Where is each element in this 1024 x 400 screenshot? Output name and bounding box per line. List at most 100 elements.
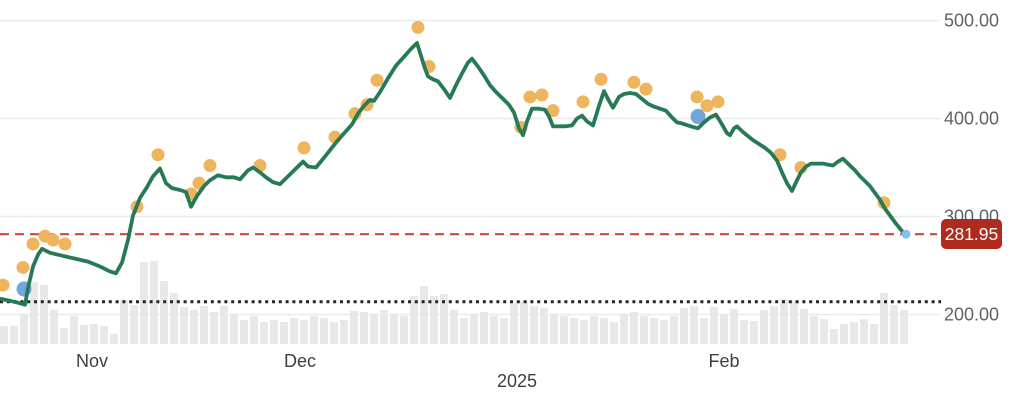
volume-bar xyxy=(270,320,278,344)
volume-bar xyxy=(400,316,408,344)
volume-bar xyxy=(220,306,228,344)
volume-bar xyxy=(770,306,778,344)
volume-bar xyxy=(580,320,588,344)
volume-bar xyxy=(560,316,568,344)
volume-bar xyxy=(810,316,818,344)
volume-bar xyxy=(120,300,128,344)
analyst-event-dot[interactable] xyxy=(535,88,549,102)
volume-bar xyxy=(130,305,138,344)
volume-bar xyxy=(820,319,828,344)
volume-bar xyxy=(510,303,518,344)
volume-bar xyxy=(40,285,48,344)
x-axis-label-nov: Nov xyxy=(76,351,108,371)
volume-bar xyxy=(900,310,908,344)
x-axis-label-feb: Feb xyxy=(708,351,739,371)
volume-bar xyxy=(380,310,388,344)
volume-bar xyxy=(370,314,378,344)
latest-price-dot[interactable] xyxy=(901,229,911,239)
volume-bar xyxy=(750,321,758,344)
volume-bar xyxy=(470,314,478,344)
analyst-event-dot[interactable] xyxy=(711,95,725,109)
volume-bar xyxy=(180,307,188,344)
x-axis-label-dec: Dec xyxy=(284,351,316,371)
news-event-dot[interactable] xyxy=(690,109,706,125)
volume-bar xyxy=(650,318,658,344)
volume-bar xyxy=(50,310,58,344)
analyst-event-dot[interactable] xyxy=(0,278,10,292)
volume-bar xyxy=(240,320,248,344)
volume-bar xyxy=(850,322,858,344)
analyst-event-dot[interactable] xyxy=(26,237,40,251)
volume-bar xyxy=(660,320,668,344)
volume-bar xyxy=(90,324,98,344)
analyst-event-dot[interactable] xyxy=(16,260,30,274)
volume-bar xyxy=(0,326,8,344)
volume-bar xyxy=(730,309,738,344)
analyst-event-dot[interactable] xyxy=(594,72,608,86)
volume-bar xyxy=(490,316,498,344)
analyst-event-dot[interactable] xyxy=(700,99,714,113)
volume-bar xyxy=(260,322,268,344)
volume-bar xyxy=(520,301,528,344)
y-axis-label-200: 200.00 xyxy=(944,305,999,325)
volume-bar xyxy=(640,316,648,344)
volume-bar xyxy=(690,306,698,344)
price-line xyxy=(0,41,908,307)
volume-bar xyxy=(290,318,298,344)
analyst-event-dot[interactable] xyxy=(639,82,653,96)
volume-bar xyxy=(610,322,618,344)
volume-bar xyxy=(360,312,368,344)
analyst-event-dot[interactable] xyxy=(370,73,384,87)
volume-bar xyxy=(230,314,238,344)
current-price-badge xyxy=(941,219,1002,249)
volume-bar xyxy=(890,305,898,344)
volume-bar xyxy=(80,325,88,344)
analyst-event-dot[interactable] xyxy=(151,148,165,162)
volume-bar xyxy=(480,312,488,344)
analyst-event-dot[interactable] xyxy=(576,95,590,109)
volume-bar xyxy=(840,324,848,344)
volume-bar xyxy=(880,293,888,344)
analyst-event-dot[interactable] xyxy=(546,104,560,118)
volume-bar xyxy=(160,281,168,344)
analyst-event-dot[interactable] xyxy=(690,90,704,104)
volume-bar xyxy=(540,308,548,344)
volume-bar xyxy=(680,308,688,344)
volume-bar xyxy=(860,319,868,344)
analyst-event-dot[interactable] xyxy=(58,237,72,251)
volume-bar xyxy=(830,329,838,344)
volume-bar xyxy=(170,293,178,344)
volume-bar xyxy=(700,318,708,344)
volume-bar xyxy=(780,299,788,344)
volume-bar xyxy=(710,307,718,344)
volume-bar xyxy=(460,318,468,344)
volume-bar xyxy=(100,326,108,344)
volume-bar xyxy=(670,316,678,344)
volume-bar xyxy=(590,316,598,344)
analyst-event-dot[interactable] xyxy=(203,159,217,173)
volume-bar xyxy=(200,306,208,344)
analyst-event-dot[interactable] xyxy=(523,90,537,104)
volume-bar xyxy=(420,286,428,344)
y-axis-label-400: 400.00 xyxy=(944,109,999,129)
volume-bar xyxy=(70,316,78,344)
volume-bar xyxy=(570,318,578,344)
volume-bar xyxy=(20,315,28,344)
volume-bar xyxy=(390,314,398,344)
analyst-event-dot[interactable] xyxy=(297,141,311,155)
analyst-event-dot[interactable] xyxy=(411,20,425,34)
volume-bar xyxy=(740,320,748,344)
volume-bar xyxy=(310,316,318,344)
volume-bar xyxy=(300,320,308,344)
volume-bar xyxy=(500,318,508,344)
volume-bar xyxy=(340,320,348,344)
volume-bar xyxy=(760,310,768,344)
analyst-event-dot[interactable] xyxy=(627,75,641,89)
volume-bar xyxy=(720,314,728,344)
volume-bar xyxy=(210,312,218,344)
volume-bar xyxy=(630,312,638,344)
volume-bar xyxy=(440,294,448,344)
analyst-event-dot[interactable] xyxy=(46,233,60,247)
